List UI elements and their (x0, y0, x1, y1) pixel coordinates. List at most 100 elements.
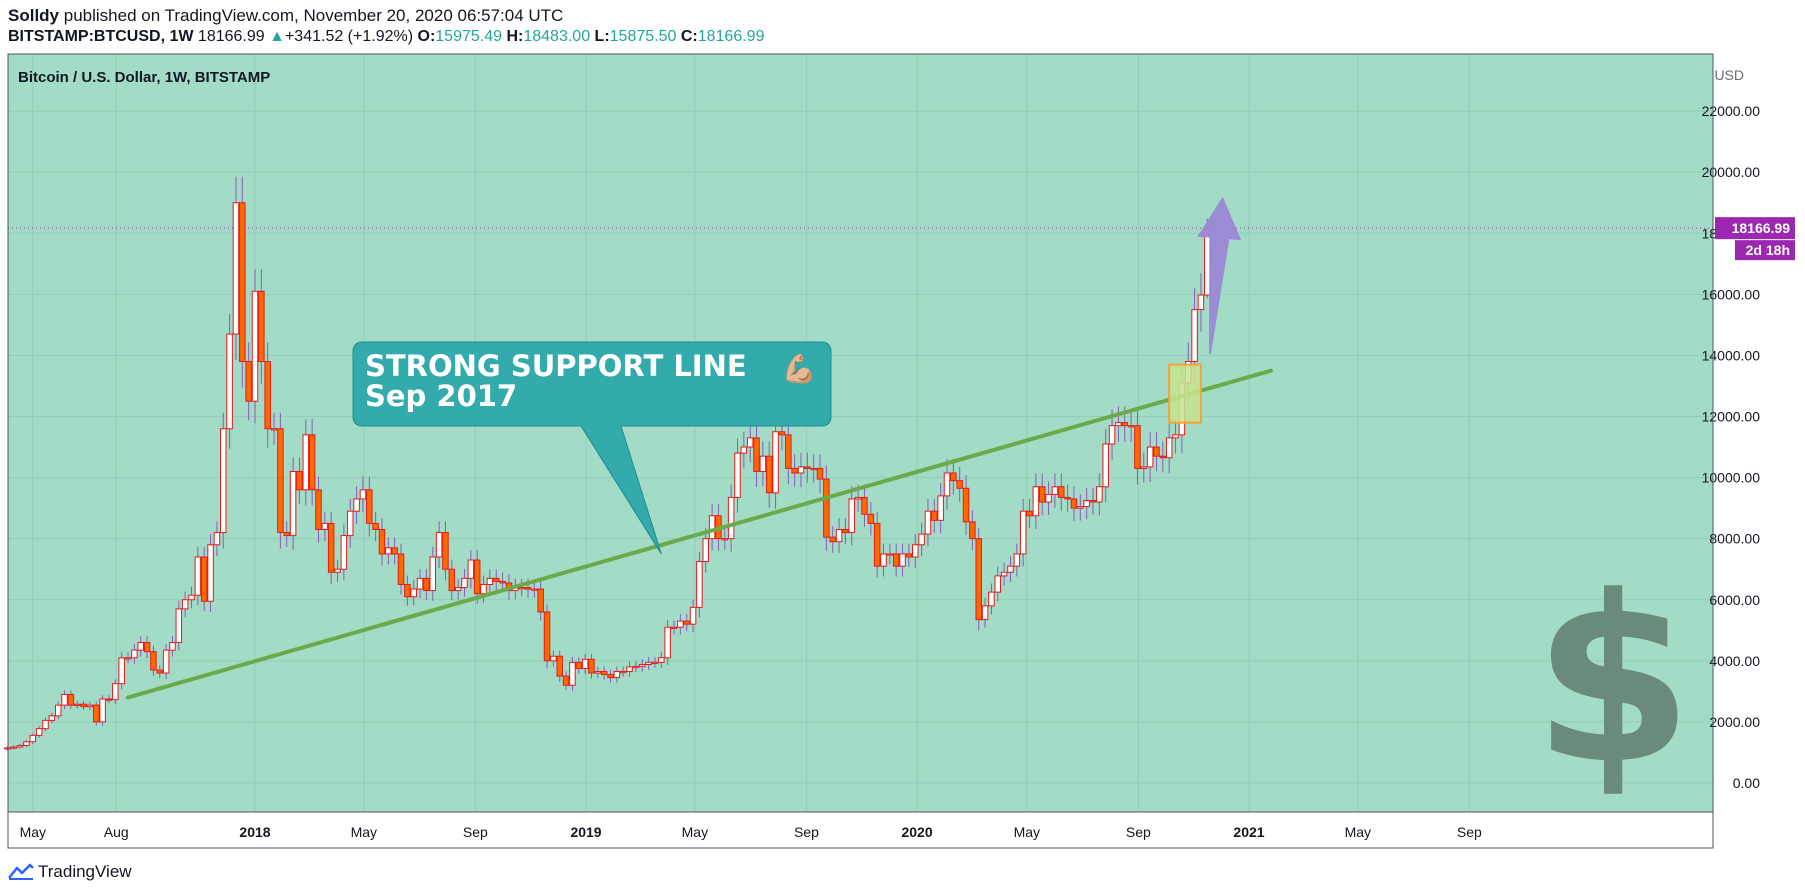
candle (315, 476, 322, 543)
candle (1197, 273, 1205, 332)
x-tick-label: Aug (104, 824, 129, 840)
candle-body (283, 532, 290, 537)
candle-body (937, 495, 944, 521)
candle (931, 498, 938, 533)
price-tag-bg (1715, 217, 1795, 240)
candle-body (575, 661, 583, 669)
candle (226, 313, 233, 449)
candle-body (42, 719, 49, 730)
candle-body (854, 496, 862, 500)
candle (886, 543, 894, 565)
high-value: 18483.00 (523, 28, 591, 45)
y-tick-label: 22000.00 (1702, 103, 1761, 119)
candle-body (765, 455, 773, 494)
candle (29, 733, 37, 744)
candle (61, 690, 68, 710)
candle (988, 583, 995, 615)
candle-body (1000, 571, 1008, 577)
candle-body (308, 434, 316, 491)
candle (105, 695, 113, 704)
candle (289, 457, 297, 550)
candle (327, 511, 335, 584)
candle (10, 745, 18, 750)
candle-body (54, 704, 62, 717)
candle (397, 543, 405, 595)
candle-body (619, 671, 627, 674)
candle (518, 578, 525, 597)
candle (251, 269, 259, 424)
candle (1140, 452, 1148, 483)
candle (753, 422, 760, 488)
candle (1045, 481, 1052, 516)
candle (772, 415, 779, 509)
candle (4, 746, 11, 751)
candle (480, 575, 487, 603)
svg-text:$: $ (1533, 548, 1693, 815)
candle-body (200, 556, 208, 602)
candle (689, 599, 697, 633)
candle (467, 550, 475, 589)
author-name[interactable]: Solldy (8, 6, 60, 25)
close-label: C: (680, 28, 698, 45)
candle-body (112, 683, 119, 701)
candle (264, 342, 271, 448)
last-price-tag: 18166.99 2d 18h (1715, 217, 1795, 261)
candle (80, 700, 87, 711)
candle (556, 650, 563, 682)
candle-body (80, 703, 87, 708)
candle-body (702, 538, 709, 563)
candle (867, 502, 875, 536)
candle-body (867, 513, 875, 524)
tradingview-footer[interactable]: TradingView (8, 862, 132, 882)
candle (448, 559, 456, 601)
candle (385, 537, 392, 565)
grid-lines (8, 54, 1713, 812)
candle (391, 537, 398, 565)
candle-body (746, 437, 754, 448)
tradingview-brand: TradingView (38, 862, 132, 881)
candle-body (632, 665, 640, 669)
candle (410, 580, 417, 606)
callout-bubble (352, 341, 832, 555)
tradingview-logo-icon (8, 863, 34, 880)
candle (861, 484, 868, 528)
countdown-tag-text: 2d 18h (1746, 242, 1790, 258)
x-tick-label: 2021 (1233, 824, 1264, 840)
candle (911, 534, 919, 568)
candle-body (327, 522, 335, 573)
candle-body (429, 556, 437, 592)
candle (842, 518, 849, 544)
candle-body (524, 587, 532, 590)
candle (550, 650, 557, 667)
candle-body (1140, 466, 1148, 469)
candle-body (397, 553, 405, 585)
candle-body (334, 568, 341, 573)
candle-body (988, 591, 995, 607)
time-axis[interactable]: May Aug 2018 May Sep 2019 May Sep 2020 May Sep 2021… (20, 824, 1482, 840)
candle (994, 566, 1002, 602)
candle-body (1064, 496, 1071, 500)
candle-body (169, 642, 176, 651)
candle-body (626, 666, 633, 673)
candle (131, 644, 138, 664)
candle-body (1083, 499, 1090, 508)
candle-body (131, 649, 138, 659)
x-tick-label: May (1014, 824, 1040, 840)
candle-body (594, 671, 602, 674)
candle (734, 438, 741, 513)
candle-body (239, 202, 246, 363)
candle-body (613, 671, 621, 679)
candle (543, 604, 551, 669)
candle (785, 419, 792, 485)
candle (892, 543, 900, 577)
candle-body (772, 431, 779, 494)
candle (23, 739, 30, 748)
low-label: L: (594, 28, 610, 45)
candle-body (340, 535, 348, 570)
candle-body (61, 693, 68, 706)
candle-body (1165, 437, 1173, 459)
candle-body (753, 437, 760, 472)
candle-body (372, 522, 379, 531)
